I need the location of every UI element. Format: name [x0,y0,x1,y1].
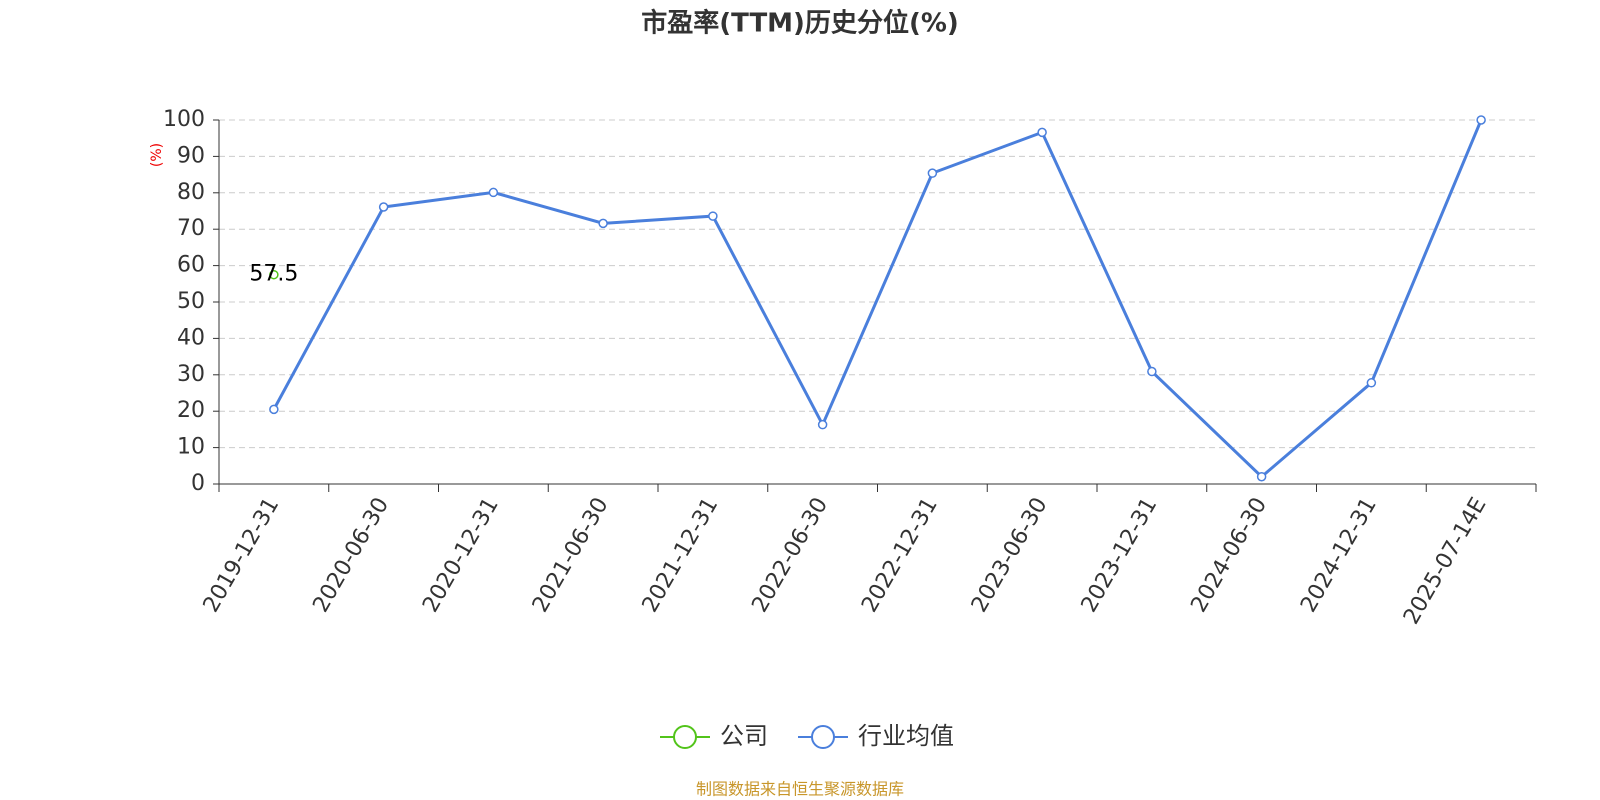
y-tick-label: 40 [177,325,205,350]
y-tick-label: 0 [191,471,205,496]
legend-marker[interactable] [673,725,697,749]
legend-label[interactable]: 公司 [720,722,768,750]
x-tick-label: 2024-06-30 [1186,494,1272,617]
data-point [1147,366,1157,377]
legend-label[interactable]: 行业均值 [858,722,954,750]
chart-title: 市盈率(TTM)历史分位(%) [641,8,959,39]
data-point [488,187,499,198]
data-point [269,404,279,415]
x-tick-label: 2023-06-30 [967,494,1053,617]
y-tick-label: 70 [177,216,205,241]
x-tick-label: 2021-12-31 [638,494,724,617]
data-point [1256,471,1267,482]
source-note: 制图数据来自恒生聚源数据库 [696,780,904,799]
data-label: 57.5 [249,262,298,287]
x-tick-label: 2022-06-30 [747,494,833,617]
data-point [927,168,938,178]
x-tick-label: 2019-12-31 [199,494,285,617]
data-point [1476,115,1486,125]
x-tick-label: 2025-07-14E [1399,494,1492,629]
data-point [269,269,279,280]
x-tick-label: 2023-12-31 [1077,494,1163,617]
data-point [817,419,828,430]
y-tick-label: 20 [177,398,205,423]
x-tick-label: 2020-12-31 [418,494,504,617]
data-point [378,202,389,212]
y-tick-label: 90 [177,143,205,168]
data-point [1037,127,1047,138]
data-point [598,218,608,229]
data-point [708,211,718,221]
x-tick-label: 2024-12-31 [1296,494,1382,617]
data-point [1366,378,1377,388]
x-tick-label: 2021-06-30 [528,494,614,617]
y-tick-label: 30 [177,362,205,387]
legend-marker[interactable] [811,725,835,749]
x-tick-label: 2022-12-31 [857,494,943,617]
series-line [272,119,1483,479]
y-tick-label: 100 [163,107,205,132]
x-tick-label: 2020-06-30 [308,494,394,617]
y-tick-label: 10 [177,435,205,460]
y-tick-label: 80 [177,180,205,205]
y-tick-label: 60 [177,253,205,278]
y-tick-label: 50 [177,289,205,314]
y-axis-label: (%) [149,143,165,167]
